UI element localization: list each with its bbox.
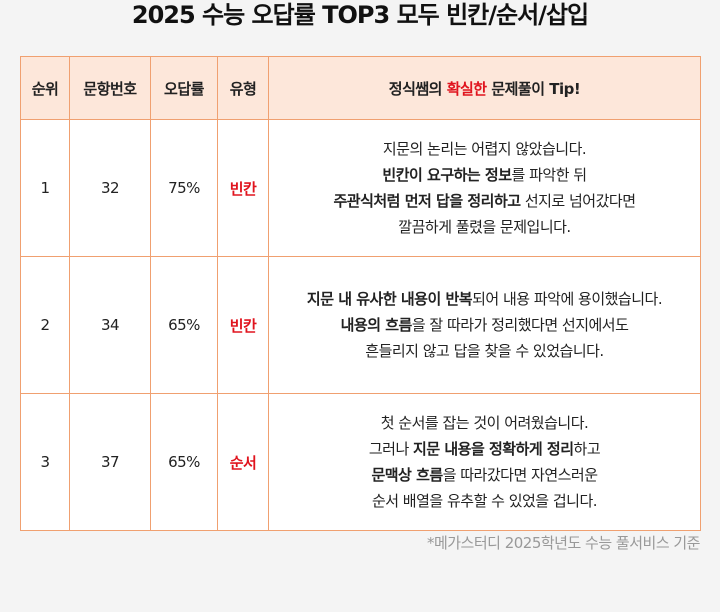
error-rate-table: 순위 문항번호 오답률 유형 정식쌤의 확실한 문제풀이 Tip! 1 32 75%… [20, 56, 701, 531]
tip-text: 깔끔하게 풀렸을 문제입니다. [398, 218, 571, 236]
tip-line: 주관식처럼 먼저 답을 정리하고 선지로 넘어갔다면 [270, 188, 699, 214]
header-error-rate: 오답률 [150, 56, 218, 120]
tip-emphasis: 주관식처럼 먼저 답을 정리하고 [333, 192, 521, 210]
tip-line: 그러나 지문 내용을 정확하게 정리하고 [270, 436, 699, 462]
table-row: 3 37 65% 순서 첫 순서를 잡는 것이 어려웠습니다. 그러나 지문 내용을 정확… [20, 393, 701, 531]
type-cell: 빈칸 [217, 256, 269, 394]
tip-emphasis: 지문 내용을 정확하게 정리 [413, 440, 574, 458]
header-tip-post: 문제풀이 Tip! [486, 79, 581, 98]
table-row: 1 32 75% 빈칸 지문의 논리는 어렵지 않았습니다. 빈칸이 요구하는 정보를 파… [20, 119, 701, 257]
header-tip: 정식쌤의 확실한 문제풀이 Tip! [268, 56, 701, 120]
tip-text: 그러나 [368, 440, 414, 458]
table-header-row: 순위 문항번호 오답률 유형 정식쌤의 확실한 문제풀이 Tip! [20, 56, 701, 120]
tip-text: 선지로 넘어갔다면 [520, 192, 636, 210]
tip-text: 를 파악한 뒤 [511, 166, 588, 184]
tip-text: 되어 내용 파악에 용이했습니다. [472, 290, 663, 308]
error-rate-cell: 65% [150, 393, 218, 531]
tip-text: 순서 배열을 유추할 수 있었을 겁니다. [371, 492, 598, 510]
tip-text: 지문의 논리는 어렵지 않았습니다. [382, 140, 587, 158]
tip-emphasis: 빈칸이 요구하는 정보 [382, 166, 512, 184]
tip-line: 지문 내 유사한 내용이 반복되어 내용 파악에 용이했습니다. [270, 286, 699, 312]
error-rate-cell: 65% [150, 256, 218, 394]
tip-cell: 첫 순서를 잡는 것이 어려웠습니다. 그러나 지문 내용을 정확하게 정리하고 문… [268, 393, 701, 531]
tip-line: 지문의 논리는 어렵지 않았습니다. [270, 136, 699, 162]
error-rate-cell: 75% [150, 119, 218, 257]
source-note: *메가스터디 2025학년도 수능 풀서비스 기준 [426, 534, 701, 552]
rank-cell: 3 [20, 393, 70, 531]
tip-line: 문맥상 흐름을 따라갔다면 자연스러운 [270, 462, 699, 488]
type-cell: 순서 [217, 393, 269, 531]
tip-line: 첫 순서를 잡는 것이 어려웠습니다. [270, 410, 699, 436]
page-title: 2025 수능 오답률 TOP3 모두 빈칸/순서/삽입 [131, 1, 589, 29]
rank-cell: 1 [20, 119, 70, 257]
tip-cell: 지문 내 유사한 내용이 반복되어 내용 파악에 용이했습니다. 내용의 흐름을 … [268, 256, 701, 394]
header-tip-highlight: 확실한 [446, 79, 487, 98]
tip-text: 하고 [573, 440, 601, 458]
tip-line: 빈칸이 요구하는 정보를 파악한 뒤 [270, 162, 699, 188]
tip-emphasis: 지문 내 유사한 내용이 반복 [306, 290, 473, 308]
tip-text: 을 잘 따라가 정리했다면 선지에서도 [411, 316, 629, 334]
tip-line: 흔들리지 않고 답을 찾을 수 있었습니다. [270, 338, 699, 364]
header-tip-pre: 정식쌤의 [388, 79, 447, 98]
table-row: 2 34 65% 빈칸 지문 내 유사한 내용이 반복되어 내용 파악에 용이했습니다.… [20, 256, 701, 394]
tip-line: 깔끔하게 풀렸을 문제입니다. [270, 214, 699, 240]
tip-emphasis: 문맥상 흐름 [371, 466, 443, 484]
type-cell: 빈칸 [217, 119, 269, 257]
tip-line: 내용의 흐름을 잘 따라가 정리했다면 선지에서도 [270, 312, 699, 338]
header-rank: 순위 [20, 56, 70, 120]
tip-emphasis: 내용의 흐름 [340, 316, 413, 334]
tip-line: 순서 배열을 유추할 수 있었을 겁니다. [270, 488, 699, 514]
question-no-cell: 37 [69, 393, 151, 531]
rank-cell: 2 [20, 256, 70, 394]
tip-text: 흔들리지 않고 답을 찾을 수 있었습니다. [365, 342, 604, 360]
header-question-no: 문항번호 [69, 56, 151, 120]
tip-text: 첫 순서를 잡는 것이 어려웠습니다. [380, 414, 589, 432]
header-type: 유형 [217, 56, 269, 120]
question-no-cell: 32 [69, 119, 151, 257]
question-no-cell: 34 [69, 256, 151, 394]
tip-text: 을 따라갔다면 자연스러운 [442, 466, 598, 484]
tip-cell: 지문의 논리는 어렵지 않았습니다. 빈칸이 요구하는 정보를 파악한 뒤 주관식처… [268, 119, 701, 257]
